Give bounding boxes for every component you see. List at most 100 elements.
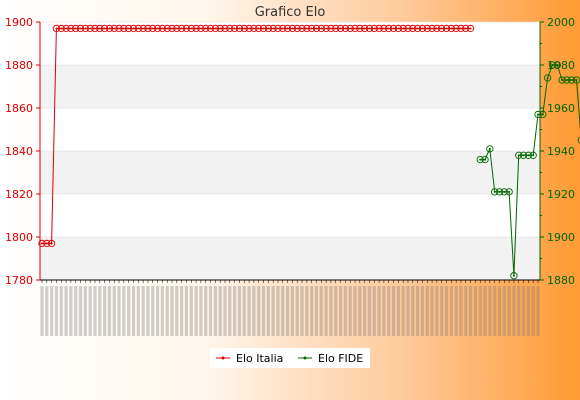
x-label-mark <box>107 286 112 336</box>
x-label-mark <box>517 286 521 336</box>
data-point <box>404 24 412 33</box>
data-point-dot <box>223 27 226 30</box>
data-point-dot <box>537 113 539 116</box>
data-point <box>255 24 263 33</box>
x-label-mark <box>194 286 198 336</box>
data-point <box>332 24 340 33</box>
data-point-dot <box>512 274 515 277</box>
data-point-dot <box>344 27 347 30</box>
x-label-mark <box>459 286 463 336</box>
left-tick-label: 1860 <box>5 102 33 115</box>
data-point-dot <box>406 27 409 30</box>
x-label-mark <box>266 286 270 336</box>
data-point <box>120 24 128 33</box>
data-point <box>153 24 162 33</box>
data-point-dot <box>440 27 443 30</box>
data-point-dot <box>517 154 520 157</box>
data-point-dot <box>354 27 357 30</box>
data-point-dot <box>402 27 405 30</box>
x-label-mark <box>420 286 425 336</box>
data-point-dot <box>546 76 549 79</box>
data-point-dot <box>488 147 491 150</box>
chart-title: Grafico Elo <box>255 5 326 20</box>
data-point-dot <box>272 27 275 30</box>
x-label-mark <box>199 286 203 336</box>
x-label-mark <box>391 286 396 336</box>
x-label-mark <box>512 286 516 336</box>
data-point-dot <box>93 27 96 30</box>
data-point-dot <box>267 27 270 30</box>
grid-bands <box>40 21 540 281</box>
data-point-dot <box>166 27 169 30</box>
x-label-mark <box>252 286 256 336</box>
x-label-mark <box>54 286 59 336</box>
data-point-dot <box>146 27 149 30</box>
data-point-dot <box>464 27 467 30</box>
data-point <box>447 24 455 33</box>
data-point <box>529 151 537 159</box>
data-point-dot <box>118 27 121 30</box>
data-point-dot <box>122 27 125 30</box>
x-label-mark <box>314 286 319 336</box>
data-point <box>279 24 287 33</box>
x-label-mark <box>285 286 290 336</box>
x-label-mark <box>531 286 535 336</box>
left-tick-label: 1780 <box>5 274 33 287</box>
x-label-mark <box>141 286 145 336</box>
x-label-mark <box>112 286 116 336</box>
x-label-mark <box>218 286 222 336</box>
data-point <box>356 24 364 33</box>
x-label-mark <box>502 286 506 336</box>
x-label-mark <box>78 286 83 336</box>
data-point-dot <box>416 27 419 30</box>
data-point <box>491 188 499 196</box>
data-point <box>178 24 186 33</box>
series-elo-italia <box>38 24 475 248</box>
data-point <box>409 24 417 33</box>
x-label-mark <box>411 286 415 336</box>
data-point <box>245 24 253 33</box>
data-point-dot <box>397 27 400 30</box>
data-point-dot <box>79 27 82 30</box>
x-label-mark <box>136 286 140 336</box>
data-point-dot <box>195 27 198 30</box>
x-label-mark <box>103 286 107 336</box>
x-label-mark <box>454 286 458 336</box>
data-point-dot <box>41 242 43 245</box>
data-point <box>240 24 248 33</box>
data-point-dot <box>349 27 352 30</box>
data-point-dot <box>89 27 92 30</box>
data-point-dot <box>291 27 294 30</box>
data-point-dot <box>570 79 573 82</box>
data-point <box>336 24 345 33</box>
data-point <box>519 151 528 159</box>
data-point-dot <box>411 27 414 30</box>
data-point-dot <box>445 27 448 30</box>
data-point-dot <box>276 27 279 30</box>
data-point <box>303 24 311 33</box>
data-point <box>524 151 533 159</box>
data-point <box>216 24 224 33</box>
data-point-dot <box>484 158 487 161</box>
data-point-dot <box>228 27 231 30</box>
data-point-dot <box>180 27 183 30</box>
grid-band <box>40 237 540 280</box>
data-point-dot <box>199 27 202 30</box>
data-point-dot <box>286 27 289 30</box>
left-tick-label: 1900 <box>5 16 33 29</box>
x-label-mark <box>40 286 44 336</box>
data-point-dot <box>426 27 429 30</box>
left-tick-label: 1800 <box>5 231 33 244</box>
data-point-dot <box>219 27 222 30</box>
x-label-mark <box>117 286 121 336</box>
data-point-dot <box>450 27 453 30</box>
data-point-dot <box>74 27 77 30</box>
data-point-dot <box>65 27 68 30</box>
data-point <box>168 24 176 33</box>
data-point-dot <box>209 27 212 30</box>
data-point-dot <box>238 27 241 30</box>
x-label-mark <box>483 286 487 336</box>
data-point <box>100 24 109 33</box>
data-point <box>466 24 475 33</box>
x-label-mark <box>146 286 150 336</box>
